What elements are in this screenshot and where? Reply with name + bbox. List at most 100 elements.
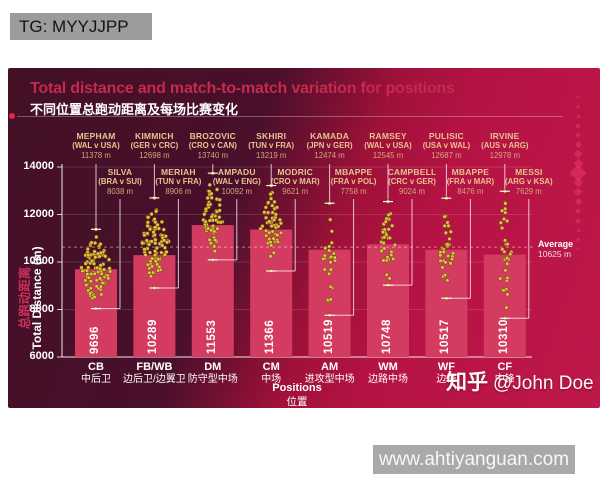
swarm-dot [97, 254, 102, 259]
swarm-dot [207, 182, 212, 187]
swarm-dot [500, 247, 505, 252]
swarm-dot [379, 248, 384, 254]
player-match: (BRA v SUI) [98, 177, 142, 186]
swarm-dot [275, 239, 280, 245]
player-distance: 8038 m [106, 187, 133, 196]
chart-title: Total distance and match-to-match variat… [30, 80, 455, 97]
swarm-dot [206, 202, 211, 207]
swarm-dot [145, 262, 150, 267]
player-name: SKHIRI [256, 131, 287, 141]
swarm-dot [94, 278, 99, 283]
swarm-dot [441, 249, 446, 254]
swarm-dot [217, 208, 222, 213]
swarm-dot [445, 278, 450, 283]
swarm-dot [142, 247, 147, 252]
swarm-dot [207, 237, 212, 242]
player-distance: 12978 m [489, 151, 520, 160]
average-annotation: Average 10625 m [538, 239, 573, 259]
player-distance: 8906 m [165, 187, 192, 196]
swarm-dot [161, 238, 167, 243]
swarm-dot [152, 217, 157, 222]
swarm-dot [210, 223, 216, 229]
swarm-dot [505, 218, 510, 224]
y-tick-label: 12000 [23, 207, 54, 220]
swarm-dot [382, 246, 387, 251]
swarm-dot [152, 253, 158, 258]
swarm-dot [147, 250, 153, 255]
zhihu-username: @John Doe [493, 373, 594, 394]
swarm-dot [147, 270, 152, 275]
swarm-dot [442, 214, 447, 219]
swarm-dot [449, 256, 455, 262]
swarm-dot [503, 210, 508, 215]
swarm-dot [215, 226, 220, 231]
swarm-dot [321, 256, 326, 261]
player-match: (TUN v FRA) [155, 177, 202, 186]
swarm-dot [93, 255, 98, 260]
swarm-dot [164, 249, 169, 255]
bar-value-label: 9696 [89, 326, 101, 354]
divider-line [17, 116, 563, 117]
swarm-dot [95, 269, 101, 275]
player-min-label: SILVA (BRA v SUI) 8038 m [80, 168, 160, 197]
swarm-FB/WB [140, 195, 171, 291]
swarm-dot [505, 241, 510, 247]
swarm-dot [328, 217, 333, 222]
player-match: (ARG v KSA) [504, 177, 553, 186]
player-name: KIMMICH [135, 131, 174, 141]
swarm-dot [451, 251, 456, 256]
swarm-dot [442, 223, 447, 228]
swarm-dot [501, 288, 506, 293]
swarm-dot [151, 270, 156, 275]
x-category-label: WF 边锋 [401, 361, 491, 386]
swarm-dot [267, 219, 272, 224]
bar-WF [425, 249, 468, 357]
swarm-dot [152, 248, 158, 254]
swarm-dot [503, 201, 508, 206]
swarm-dot [385, 255, 390, 260]
x-category-label: WM 边路中场 [343, 361, 433, 386]
chart-subtitle: 不同位置总跑动距离及每场比赛变化 [30, 102, 239, 117]
swarm-dot [273, 212, 278, 217]
player-max-label: BROZOVIC (CRO v CAN) 13740 m [173, 132, 253, 161]
swarm-dot [268, 240, 273, 245]
swarm-dot [212, 248, 217, 254]
player-distance: 8476 m [457, 187, 484, 196]
swarm-CB [79, 227, 113, 311]
swarm-dot [94, 234, 99, 240]
player-distance: 13740 m [197, 151, 228, 160]
swarm-dot [498, 220, 503, 225]
swarm-dot [268, 254, 273, 259]
swarm-dot [209, 214, 214, 219]
bar-value-label: 11366 [264, 319, 277, 354]
swarm-dot [440, 265, 445, 270]
swarm-dot [387, 276, 392, 281]
player-name: RAMSEY [369, 131, 407, 141]
x-category-zh: 边路中场 [368, 374, 408, 385]
swarm-dot [210, 218, 216, 223]
swarm-dot [98, 284, 104, 289]
swarm-dot [159, 250, 164, 255]
accent-dot [9, 113, 15, 119]
average-label: Average [538, 239, 574, 249]
swarm-dot [217, 215, 222, 220]
swarm-dot [443, 272, 448, 278]
swarm-dot [332, 255, 337, 260]
x-category-en: WF [437, 361, 455, 373]
swarm-dot [446, 223, 451, 228]
swarm-dot [83, 261, 88, 266]
x-category-en: FB/WB [136, 361, 173, 373]
swarm-dot [94, 284, 99, 289]
x-axis-title-en: Positions [272, 382, 322, 394]
x-category-zh: 中后卫 [81, 374, 111, 385]
swarm-dot [448, 229, 453, 234]
swarm-dot [83, 278, 88, 283]
swarm-dot [98, 263, 103, 268]
swarm-dot [146, 215, 151, 220]
y-tick-label: 14000 [23, 160, 54, 172]
player-min-label: AMPADU (WAL v ENG) 10092 m [197, 168, 277, 197]
x-category-label: FB/WB 边后卫/边翼卫 [109, 361, 199, 386]
swarm-dot [149, 211, 154, 217]
swarm-dot [505, 261, 510, 266]
swarm-dot [147, 266, 152, 271]
